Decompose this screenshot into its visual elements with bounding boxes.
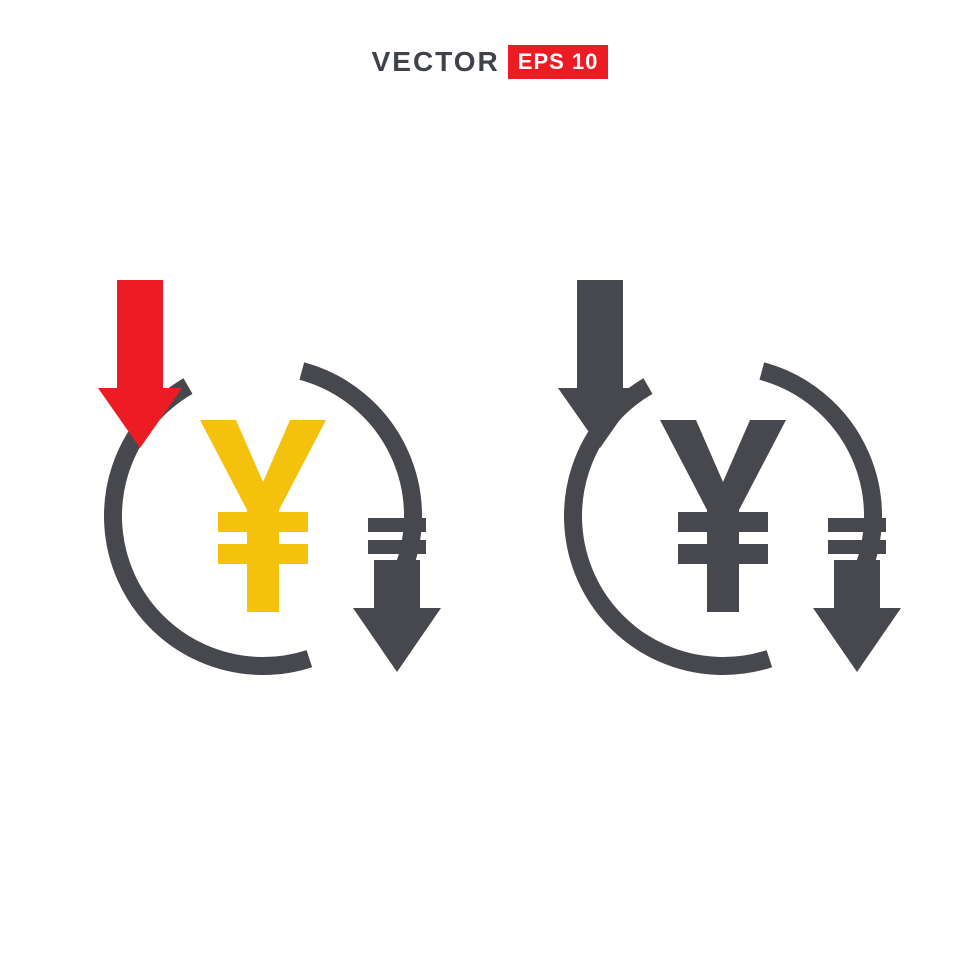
yen-down-icon-mono [510,260,930,720]
header-inner: VECTOR EPS 10 [372,45,609,79]
eps-badge: EPS 10 [508,45,609,79]
yen-down-icon-colored [50,260,470,720]
vector-label: VECTOR [372,46,500,78]
header: VECTOR EPS 10 [0,45,980,79]
icons-row [0,260,980,720]
